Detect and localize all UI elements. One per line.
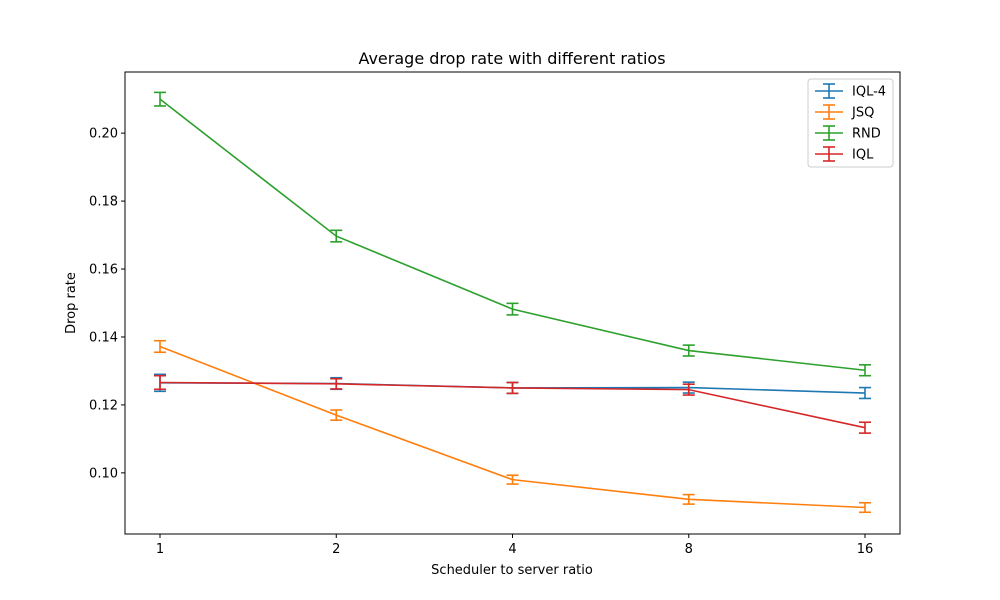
y-tick-label: 0.16 [89, 263, 118, 278]
series-jsq [154, 339, 871, 514]
y-axis-label: Drop rate [64, 272, 79, 334]
x-tick-label: 1 [156, 542, 164, 557]
legend-entry: IQL [815, 146, 874, 163]
x-tick-label: 8 [685, 542, 693, 557]
series-line [159, 98, 866, 372]
x-axis-label: Scheduler to server ratio [431, 563, 593, 578]
y-tick-label: 0.20 [89, 127, 118, 142]
legend-entry: IQL-4 [815, 83, 886, 100]
series-rnd [154, 91, 871, 377]
legend-entry: RND [815, 125, 881, 142]
y-tick-label: 0.18 [89, 195, 118, 210]
series-iql [154, 374, 871, 434]
legend-label: JSQ [851, 106, 874, 121]
y-tick-label: 0.12 [89, 398, 118, 413]
legend: IQL-4 JSQ RND IQL [807, 78, 894, 168]
y-tick-label: 0.14 [89, 330, 118, 345]
y-tick-label: 0.10 [89, 466, 118, 481]
legend-label: IQL-4 [852, 85, 886, 100]
x-tick-label: 2 [332, 542, 340, 557]
x-tick-label: 4 [508, 542, 516, 557]
legend-box [807, 78, 894, 168]
x-axis: 1 2 4 8 16 [156, 534, 873, 557]
chart-title: Average drop rate with different ratios [358, 49, 665, 68]
y-axis: 0.10 0.12 0.14 0.16 0.18 0.20 [89, 127, 125, 481]
legend-label: IQL [852, 148, 874, 163]
series-layer [154, 91, 871, 514]
legend-label: RND [852, 127, 881, 142]
legend-entry: JSQ [815, 104, 874, 121]
x-tick-label: 16 [857, 542, 874, 557]
